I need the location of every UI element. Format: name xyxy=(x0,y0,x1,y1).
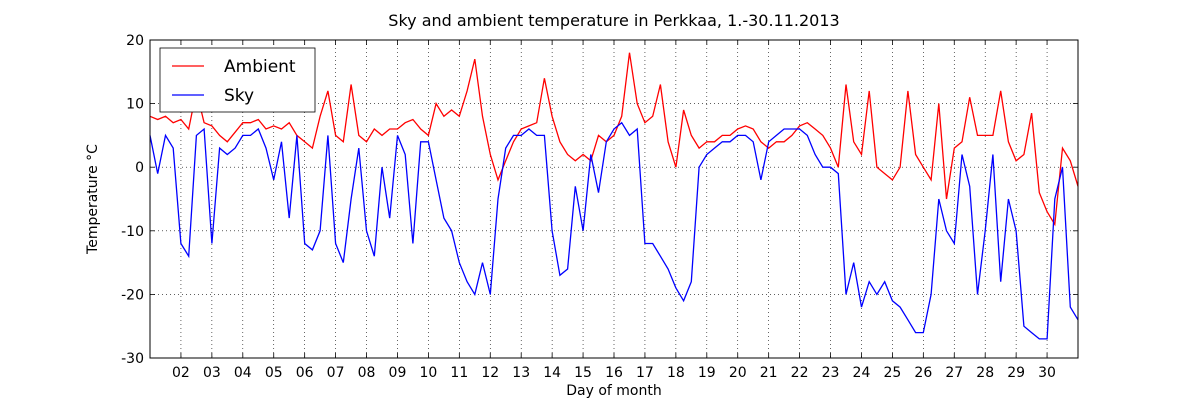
x-tick-label: 23 xyxy=(822,365,840,381)
x-tick-label: 24 xyxy=(853,365,871,381)
data-line xyxy=(149,121,1079,340)
legend-label: Ambient xyxy=(224,57,296,77)
x-tick-label: 04 xyxy=(234,365,252,381)
y-tick-label: 0 xyxy=(135,160,144,176)
y-axis-label: Temperature °C xyxy=(85,144,101,255)
chart-title: Sky and ambient temperature in Perkkaa, … xyxy=(388,11,839,30)
x-tick-label: 08 xyxy=(358,365,376,381)
legend-label: Sky xyxy=(224,86,254,106)
x-tick-label: 17 xyxy=(636,365,654,381)
x-tick-label: 16 xyxy=(605,365,623,381)
x-tick-label: 06 xyxy=(296,365,314,381)
data-line xyxy=(149,52,1079,227)
x-tick-label: 11 xyxy=(450,365,468,381)
y-tick-label: -30 xyxy=(121,351,144,367)
x-tick-label: 13 xyxy=(512,365,530,381)
x-tick-label: 21 xyxy=(760,365,778,381)
y-tick-label: -20 xyxy=(121,287,144,303)
x-tick-label: 14 xyxy=(543,365,561,381)
x-tick-label: 22 xyxy=(791,365,809,381)
x-tick-label: 18 xyxy=(667,365,685,381)
x-axis-label: Day of month xyxy=(566,383,661,399)
x-tick-label: 05 xyxy=(265,365,283,381)
x-tick-label: 30 xyxy=(1038,365,1056,381)
y-tick-label: -10 xyxy=(121,224,144,240)
x-tick-label: 09 xyxy=(389,365,407,381)
x-tick-label: 02 xyxy=(172,365,190,381)
x-tick-label: 19 xyxy=(698,365,716,381)
x-tick-label: 20 xyxy=(729,365,747,381)
x-tick-label: 15 xyxy=(574,365,592,381)
y-tick-label: 10 xyxy=(126,97,144,113)
x-tick-label: 29 xyxy=(1007,365,1025,381)
x-tick-label: 28 xyxy=(976,365,994,381)
x-tick-label: 25 xyxy=(883,365,901,381)
x-tick-label: 03 xyxy=(203,365,221,381)
legend-box xyxy=(159,47,316,113)
x-tick-label: 07 xyxy=(327,365,345,381)
plot-frame xyxy=(149,39,1079,359)
y-tick-label: 20 xyxy=(126,33,144,49)
x-tick-label: 12 xyxy=(481,365,499,381)
x-tick-label: 27 xyxy=(945,365,963,381)
x-tick-label: 10 xyxy=(419,365,437,381)
x-tick-label: 26 xyxy=(914,365,932,381)
